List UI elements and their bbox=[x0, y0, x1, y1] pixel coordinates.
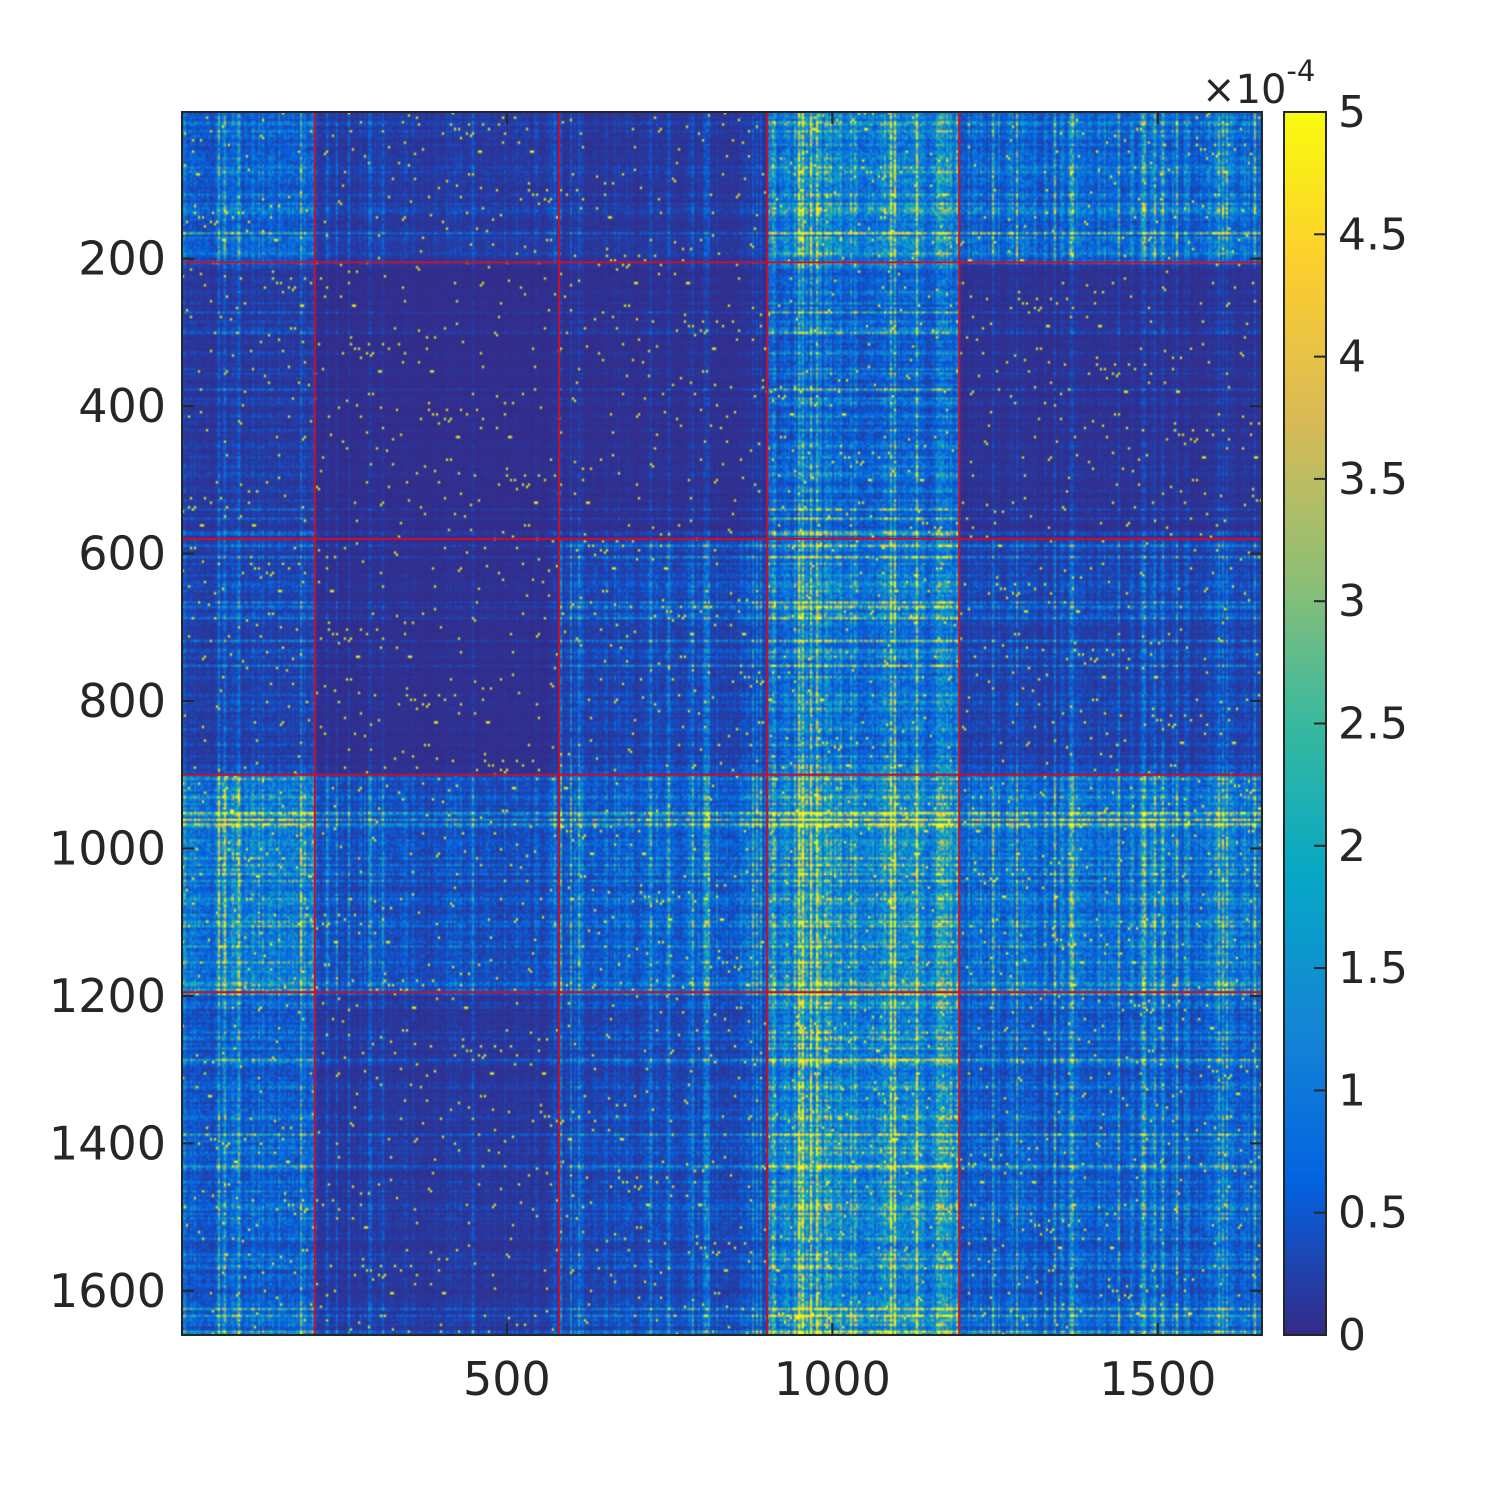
y-tick-label: 800 bbox=[78, 674, 166, 728]
x-tick-label: 500 bbox=[463, 1352, 551, 1406]
colorbar-tick-label: 0 bbox=[1338, 1310, 1366, 1361]
colorbar-tick-label: 3 bbox=[1338, 576, 1366, 627]
y-tick-label: 1200 bbox=[49, 969, 166, 1023]
colorbar-tick-label: 5 bbox=[1338, 87, 1366, 138]
colorbar-tick-label: 4 bbox=[1338, 332, 1366, 383]
y-tick-label: 600 bbox=[78, 527, 166, 581]
x-axis: 500 1000 1500 bbox=[463, 112, 1216, 1406]
colorbar-tick-label: 1 bbox=[1338, 1065, 1366, 1116]
colorbar-exponent-label: ×10-4 bbox=[1202, 54, 1315, 113]
colorbar-tick-label: 2 bbox=[1338, 821, 1366, 872]
colorbar-tick-label: 4.5 bbox=[1338, 209, 1408, 260]
x-tick-label: 1000 bbox=[774, 1352, 891, 1406]
y-tick-label: 1400 bbox=[49, 1116, 166, 1170]
colorbar-tick-label: 0.5 bbox=[1338, 1188, 1408, 1239]
block-boundary-lines bbox=[182, 112, 1262, 1335]
y-axis: 200 400 600 800 1000 1200 1400 1600 bbox=[49, 232, 1262, 1318]
heatmap-image bbox=[182, 112, 1262, 1335]
y-tick-label: 1000 bbox=[49, 821, 166, 875]
colorbar-tick-label: 1.5 bbox=[1338, 943, 1408, 994]
colorbar: 0 0.5 1 1.5 2 2.5 3 3.5 4 4.5 5 ×10-4 bbox=[1202, 54, 1408, 1361]
plot-area bbox=[181, 111, 1263, 1336]
colorbar-tick-label: 3.5 bbox=[1338, 454, 1408, 505]
plot-frame bbox=[181, 111, 1263, 1336]
colorbar-ticks: 0 0.5 1 1.5 2 2.5 3 3.5 4 4.5 5 bbox=[1314, 87, 1408, 1361]
y-tick-label: 200 bbox=[78, 232, 166, 286]
x-tick-label: 1500 bbox=[1099, 1352, 1216, 1406]
y-tick-label: 1600 bbox=[49, 1264, 166, 1318]
colorbar-tick-label: 2.5 bbox=[1338, 699, 1408, 750]
y-tick-label: 400 bbox=[78, 379, 166, 433]
